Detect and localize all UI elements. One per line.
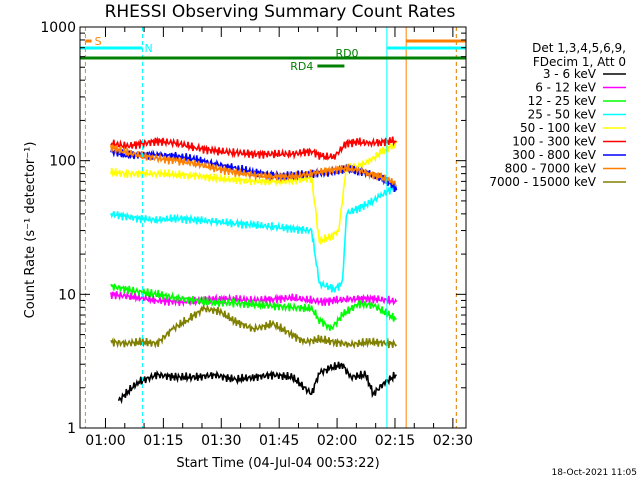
series-line bbox=[110, 303, 398, 350]
chart-title: RHESSI Observing Summary Count Rates bbox=[105, 2, 456, 22]
series-line bbox=[110, 143, 397, 187]
legend-entry-label: 25 - 50 keV bbox=[528, 108, 597, 122]
x-axis: 01:00 01:15 01:30 01:45 02:00 02:15 02:30 bbox=[85, 27, 473, 449]
y-axis: 1 10 100 1000 bbox=[40, 20, 466, 437]
series-line bbox=[110, 290, 398, 308]
x-tick-label: 01:15 bbox=[143, 433, 183, 449]
footer-date: 18-Oct-2021 11:05 bbox=[552, 468, 637, 478]
y-tick-label: 1000 bbox=[40, 20, 76, 36]
series-line bbox=[117, 361, 397, 405]
plot-frame bbox=[79, 26, 467, 429]
y-tick-label: 10 bbox=[58, 287, 76, 303]
annotation-layer: S N RD0 RD4 bbox=[80, 27, 466, 428]
series-line bbox=[110, 136, 397, 161]
series-layer bbox=[110, 136, 398, 405]
legend: Det 1,3,4,5,6,9, FDecim 1, Att 0 3 - 6 k… bbox=[489, 41, 626, 189]
x-axis-label: Start Time (04-Jul-04 00:53:22) bbox=[176, 456, 379, 471]
legend-entry-label: 7000 - 15000 keV bbox=[489, 175, 596, 189]
legend-header-line-2: FDecim 1, Att 0 bbox=[533, 55, 626, 69]
segment-label: RD4 bbox=[290, 60, 313, 73]
legend-entry-label: 100 - 300 keV bbox=[512, 135, 596, 149]
legend-entry-label: 300 - 800 keV bbox=[512, 148, 596, 162]
y-tick-label: 100 bbox=[49, 154, 76, 170]
legend-header-line-1: Det 1,3,4,5,6,9, bbox=[532, 41, 626, 55]
legend-entry-label: 50 - 100 keV bbox=[520, 121, 597, 135]
x-tick-label: 01:30 bbox=[201, 433, 241, 449]
legend-entry-label: 3 - 6 keV bbox=[543, 67, 597, 81]
legend-entry-label: 800 - 7000 keV bbox=[505, 162, 597, 176]
segment-label: RD0 bbox=[335, 47, 358, 60]
series-line bbox=[110, 180, 397, 293]
x-tick-label: 01:00 bbox=[85, 433, 125, 449]
segment-label: N bbox=[145, 42, 153, 55]
x-tick-label: 02:00 bbox=[317, 433, 357, 449]
y-axis-label: Count Rate (s⁻¹ detector⁻¹) bbox=[23, 142, 38, 319]
x-tick-label: 02:30 bbox=[433, 433, 473, 449]
legend-entry-label: 12 - 25 keV bbox=[528, 94, 597, 108]
series-line bbox=[110, 283, 397, 332]
segment-label: S bbox=[95, 35, 102, 48]
legend-entry-label: 6 - 12 keV bbox=[535, 81, 597, 95]
y-tick-label: 1 bbox=[67, 421, 76, 437]
x-tick-label: 02:15 bbox=[375, 433, 415, 449]
x-tick-label: 01:45 bbox=[259, 433, 299, 449]
